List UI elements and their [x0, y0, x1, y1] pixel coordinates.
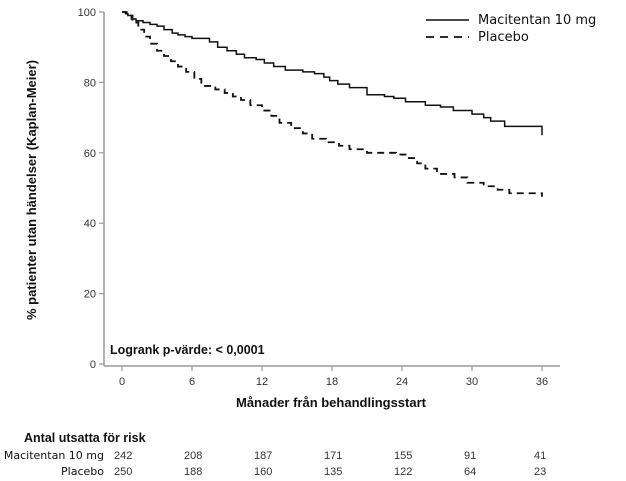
- y-tick-label: 100: [78, 7, 96, 19]
- risk-value: 188: [184, 466, 202, 478]
- curves: [122, 11, 543, 197]
- risk-table-title: Antal utsatta för risk: [24, 431, 146, 445]
- risk-value: 135: [324, 466, 342, 478]
- risk-value: 155: [394, 450, 412, 462]
- x-tick-label: 18: [326, 376, 338, 388]
- logrank-annotation: Logrank p-värde: < 0,0001: [110, 343, 265, 357]
- risk-values: 242 208 187 171 155 91 41 250 188 160 135 122 64 23: [114, 450, 546, 478]
- risk-value: 250: [114, 466, 132, 478]
- risk-value: 23: [534, 466, 546, 478]
- x-tick-label: 36: [536, 376, 548, 388]
- x-ticks: 0 6 12 18 24 30 36: [119, 366, 548, 388]
- y-ticks: 0 20 40 60 80 100: [78, 7, 104, 371]
- risk-value: 64: [464, 466, 476, 478]
- x-tick-label: 24: [396, 376, 408, 388]
- risk-value: 242: [114, 450, 132, 462]
- x-tick-label: 30: [466, 376, 478, 388]
- y-tick-label: 40: [84, 218, 96, 230]
- x-tick-label: 0: [119, 376, 125, 388]
- legend: Macitentan 10 mg Placebo: [426, 13, 596, 45]
- axes: [103, 12, 560, 367]
- risk-value: 187: [254, 450, 272, 462]
- risk-row-label-macitentan: Macitentan 10 mg: [4, 449, 104, 462]
- x-axis-title: Månader från behandlingsstart: [236, 395, 427, 410]
- curve-placebo: [122, 11, 543, 197]
- x-tick-label: 12: [256, 376, 268, 388]
- legend-label-macitentan: Macitentan 10 mg: [478, 13, 596, 28]
- risk-value: 122: [394, 466, 412, 478]
- legend-label-placebo: Placebo: [478, 30, 529, 45]
- x-tick-label: 6: [189, 376, 195, 388]
- y-tick-label: 20: [84, 289, 96, 301]
- risk-value: 160: [254, 466, 272, 478]
- risk-value: 91: [464, 450, 476, 462]
- risk-value: 208: [184, 450, 202, 462]
- risk-table: Antal utsatta för risk Macitentan 10 mg …: [4, 431, 546, 478]
- risk-value: 41: [534, 450, 546, 462]
- curve-macitentan: [122, 11, 543, 136]
- y-tick-label: 0: [90, 359, 96, 371]
- risk-value: 171: [324, 450, 342, 462]
- risk-row-label-placebo: Placebo: [61, 465, 104, 478]
- y-tick-label: 60: [84, 148, 96, 160]
- y-axis-title: % patienter utan händelser (Kaplan-Meier…: [24, 60, 39, 320]
- y-tick-label: 80: [84, 77, 96, 89]
